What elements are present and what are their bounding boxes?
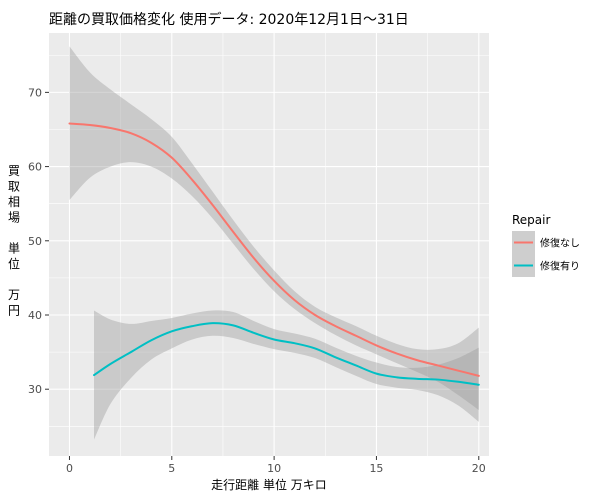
x-tick-label: 5 bbox=[168, 462, 175, 475]
x-tick-label: 15 bbox=[369, 462, 383, 475]
x-axis-title: 走行距離 単位 万キロ bbox=[211, 477, 327, 492]
y-tick-label: 40 bbox=[28, 309, 42, 322]
x-tick-label: 10 bbox=[267, 462, 281, 475]
smooth-line-series-1 bbox=[68, 122, 480, 377]
y-axis-title-char: 場 bbox=[8, 211, 20, 225]
smooth-line-series-2 bbox=[93, 322, 480, 386]
plot-panel bbox=[49, 33, 489, 456]
chart-title: 距離の買取価格変化 使用データ: 2020年12月1日～31日 bbox=[49, 11, 409, 28]
y-tick-label: 50 bbox=[28, 235, 42, 248]
series-lines bbox=[68, 122, 480, 386]
y-axis-title-char: 取 bbox=[8, 180, 20, 194]
confidence-ribbons bbox=[69, 46, 479, 440]
confidence-band-series-1 bbox=[69, 46, 479, 410]
legend-label-series-1: 修復なし bbox=[540, 237, 580, 250]
y-tick-label: 60 bbox=[28, 161, 42, 174]
y-tick-label: 70 bbox=[28, 86, 42, 99]
y-axis-title-char: 単 bbox=[8, 242, 20, 256]
y-axis-title-char: 買 bbox=[8, 164, 20, 178]
confidence-band-series-2 bbox=[94, 310, 479, 440]
minor-gridlines bbox=[49, 33, 489, 456]
x-axis: 0 5 10 15 20 bbox=[66, 456, 486, 475]
y-axis-title-char: 位 bbox=[8, 256, 20, 271]
y-axis-title-char: 万 bbox=[8, 288, 20, 302]
y-axis-title-char: 相 bbox=[8, 195, 20, 209]
x-tick-label: 0 bbox=[66, 462, 73, 475]
y-tick-label: 30 bbox=[28, 383, 42, 396]
legend-label-series-2: 修復有り bbox=[540, 260, 580, 273]
x-tick-label: 20 bbox=[472, 462, 486, 475]
y-axis-title-char: 円 bbox=[8, 304, 20, 318]
y-axis: 30 40 50 60 70 bbox=[28, 86, 49, 396]
legend-title: Repair bbox=[512, 213, 550, 227]
major-gridlines bbox=[49, 33, 489, 456]
